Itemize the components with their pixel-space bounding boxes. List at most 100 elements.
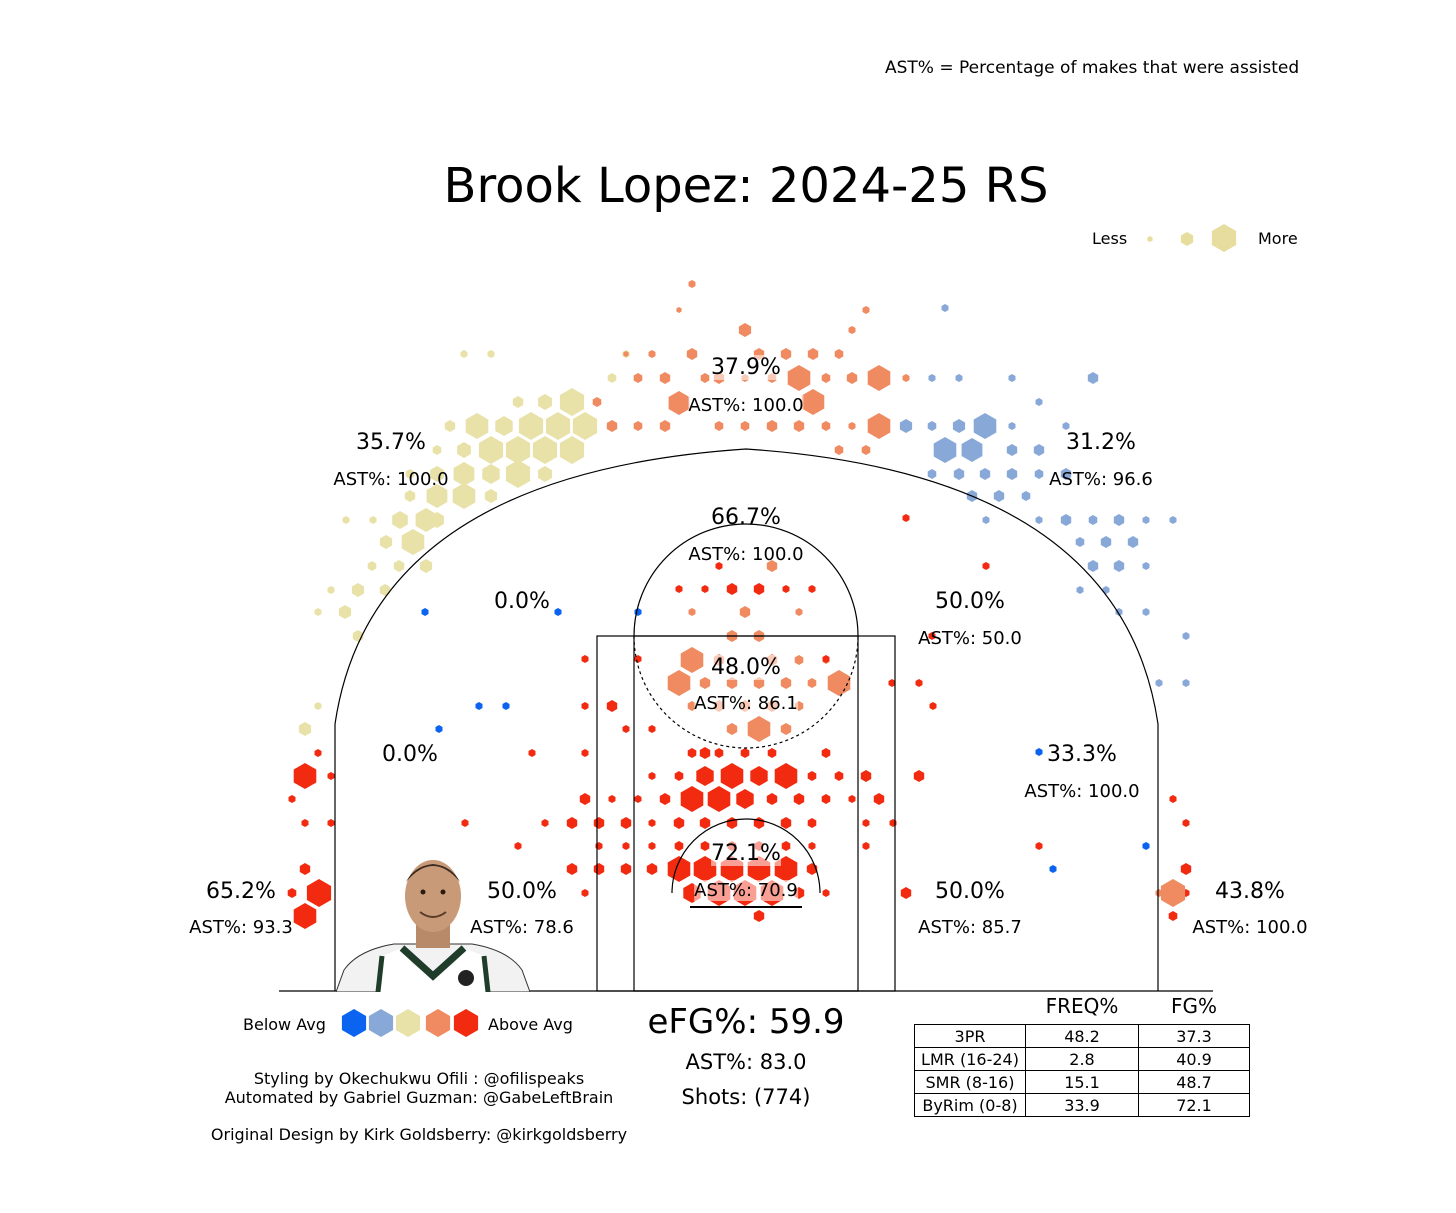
free-throw-circle-top [633, 523, 859, 637]
shot-hex [1035, 398, 1043, 406]
shot-hex [867, 365, 891, 391]
row-freq: 33.9 [1025, 1093, 1139, 1117]
row-label: ByRim (0-8) [914, 1093, 1026, 1117]
shot-hex [1142, 842, 1150, 850]
shot-hex [293, 903, 317, 929]
shot-hex [1033, 444, 1045, 456]
shot-hex [780, 723, 792, 735]
shot-hex [554, 608, 562, 616]
shot-hex [404, 490, 416, 502]
table-header-fg: FG% [1170, 994, 1218, 1018]
shot-hex [780, 677, 792, 689]
shot-hex [298, 722, 312, 736]
table-row: LMR (16-24) 2.8 40.9 [914, 1047, 1250, 1071]
free-throw-circle-bottom [633, 635, 859, 749]
zone-right-wing-three-ast: AST%: 96.6 [1049, 469, 1153, 490]
shot-hex [808, 585, 816, 593]
shot-hex [351, 583, 365, 597]
shot-hex [581, 655, 589, 663]
shot-hex [686, 348, 698, 360]
shot-hex [952, 419, 966, 433]
shot-hex [1034, 469, 1044, 479]
shot-hex [566, 863, 578, 875]
shot-hex [1035, 842, 1043, 850]
shot-hex [860, 770, 872, 782]
color-legend-hex [341, 1009, 367, 1037]
shot-hex [415, 508, 437, 532]
shot-hex [314, 608, 322, 616]
shot-hex [928, 374, 936, 382]
shot-hex [581, 749, 589, 757]
size-legend-large-hex [1211, 224, 1237, 252]
shot-hex [1035, 516, 1043, 524]
shot-hex [1155, 889, 1163, 897]
shot-hex [293, 763, 317, 789]
shot-hex [1142, 562, 1150, 570]
shot-hex [1180, 863, 1192, 875]
shot-hex [913, 770, 925, 782]
shot-hex [452, 483, 476, 509]
shot-hex [1115, 608, 1123, 616]
shot-hex [867, 413, 891, 439]
shot-hex [1035, 748, 1043, 756]
shot-hex [633, 421, 643, 431]
shot-hex [1113, 514, 1125, 526]
shot-hex [753, 910, 765, 922]
chart-title: Brook Lopez: 2024-25 RS [443, 158, 1049, 214]
shot-hex [767, 748, 777, 758]
credit-styling: Styling by Okechukwu Ofili : @ofilispeak… [253, 1069, 585, 1088]
shot-hex [927, 469, 937, 479]
restricted-area [671, 818, 821, 894]
shot-hex [484, 489, 498, 503]
shot-hex [369, 516, 377, 524]
shot-hex [687, 748, 697, 758]
shot-hex [487, 350, 495, 358]
shot-hex [401, 529, 425, 555]
shot-hex [801, 389, 825, 415]
shot-hex [1006, 444, 1018, 456]
zone-stats-table: 3PR 48.2 37.3 LMR (16-24) 2.8 40.9 SMR (… [914, 1024, 1250, 1117]
shot-hex [327, 772, 335, 780]
row-freq: 48.2 [1025, 1024, 1139, 1048]
shot-hex [793, 793, 805, 805]
zone-right-baseline-ast: AST%: 85.7 [918, 917, 1022, 938]
shot-hex [747, 716, 771, 742]
shot-hex [606, 420, 618, 432]
shot-hex [846, 372, 858, 384]
row-freq: 2.8 [1025, 1047, 1139, 1071]
row-fg: 48.7 [1138, 1070, 1250, 1094]
shot-hex [593, 863, 605, 875]
shot-hex [460, 350, 468, 358]
shot-hex [622, 725, 630, 733]
zone-rim-ast: AST%: 70.9 [694, 880, 798, 901]
shot-hex [502, 702, 510, 710]
shot-hex [288, 795, 296, 803]
shot-hex [993, 490, 1005, 502]
color-legend-hex [395, 1009, 421, 1037]
shot-hex [933, 437, 957, 463]
color-legend-hexes [341, 1009, 479, 1037]
shot-hex [699, 747, 711, 759]
ast-definition-note: AST% = Percentage of makes that were ass… [885, 58, 1300, 78]
shot-hex [314, 702, 322, 710]
shot-hex [808, 842, 816, 850]
shot-hex [648, 819, 656, 827]
shot-hex [793, 420, 805, 432]
shot-hex [327, 819, 335, 827]
shot-hex [873, 793, 885, 805]
shot-hex [541, 819, 549, 827]
shot-hex [634, 795, 642, 803]
shot-hex [902, 514, 910, 522]
row-label: 3PR [914, 1024, 1026, 1048]
shot-hex [1169, 795, 1177, 803]
shot-hex [482, 464, 500, 484]
shot-hex [929, 702, 937, 710]
shot-hex [780, 348, 792, 360]
shot-hex [432, 445, 442, 455]
shot-hex [720, 763, 744, 789]
shot-hex [659, 372, 671, 384]
shot-hex [738, 323, 752, 337]
shot-hex [648, 725, 656, 733]
shot-hex [581, 702, 589, 710]
shot-hex [740, 748, 750, 758]
